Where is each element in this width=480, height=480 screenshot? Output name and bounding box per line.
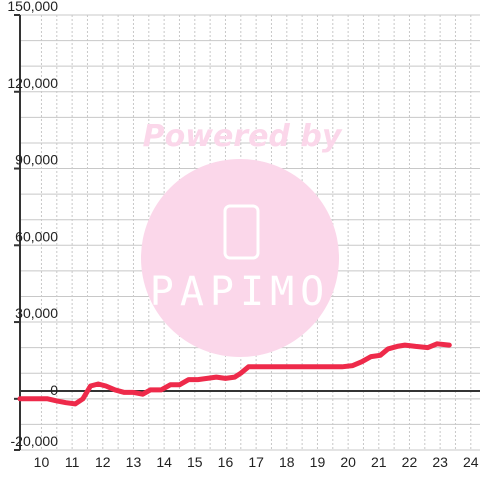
- x-tick-label: 24: [463, 454, 479, 470]
- x-tick-label: 18: [279, 454, 295, 470]
- x-tick-label: 17: [248, 454, 264, 470]
- x-tick-label: 14: [156, 454, 172, 470]
- x-tick-label: 23: [432, 454, 448, 470]
- y-tick-label: -20,000: [11, 433, 59, 449]
- y-tick-label: 30,000: [15, 305, 58, 321]
- watermark: Powered by PAPIMO: [141, 119, 343, 357]
- phone-icon: [223, 204, 260, 260]
- y-tick-label: 120,000: [7, 75, 58, 91]
- x-axis-ticks: 10 11 12 13 14 15 16 17 18 19 20 21 22 23 24: [34, 454, 479, 470]
- y-tick-label: 60,000: [15, 228, 58, 244]
- x-tick-label: 16: [218, 454, 234, 470]
- x-tick-label: 19: [310, 454, 326, 470]
- x-tick-label: 22: [402, 454, 418, 470]
- x-tick-label: 11: [65, 454, 80, 470]
- x-tick-label: 12: [95, 454, 111, 470]
- x-tick-label: 13: [126, 454, 142, 470]
- y-tick-label: 0: [50, 382, 58, 398]
- y-tick-label: 90,000: [15, 152, 58, 168]
- series-line: [17, 341, 452, 407]
- x-tick-label: 21: [371, 454, 387, 470]
- y-tick-label: 150,000: [7, 0, 58, 14]
- x-tick-label: 20: [340, 454, 356, 470]
- watermark-powered-by: Powered by: [143, 119, 343, 154]
- x-tick-label: 10: [34, 454, 50, 470]
- x-tick-label: 15: [187, 454, 203, 470]
- y-axis-ticks: 150,000 120,000 90,000 60,000 30,000 0 -20,000: [7, 0, 59, 451]
- watermark-brand: PAPIMO: [150, 269, 331, 315]
